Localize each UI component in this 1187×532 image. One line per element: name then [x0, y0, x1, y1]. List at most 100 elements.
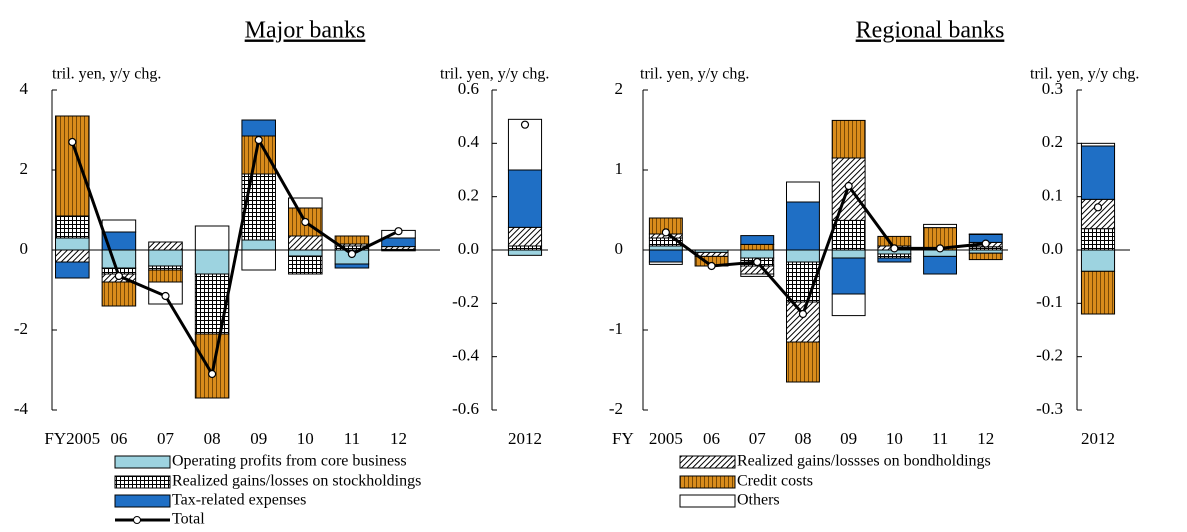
x-tick-label: 08	[204, 429, 221, 448]
total-point	[661, 228, 670, 237]
bar-segment	[507, 226, 543, 247]
bar-segment	[648, 249, 683, 263]
y-tick-label: 0.2	[458, 186, 479, 205]
y-tick-label: -0.6	[452, 399, 479, 418]
y-tick-label: 0.0	[1042, 239, 1063, 258]
bar-segment	[1080, 228, 1116, 251]
bar-segment	[55, 249, 90, 263]
y-tick-label: 0.1	[1042, 186, 1063, 205]
legend-item: Tax-related expenses	[114, 492, 306, 509]
bar-segment	[740, 235, 775, 245]
bar-segment	[194, 249, 230, 275]
total-point	[798, 309, 808, 319]
total-point	[707, 261, 716, 271]
legend-swatch	[679, 455, 736, 469]
bar-segment	[785, 249, 820, 263]
y-tick-label: 0	[20, 239, 29, 258]
total-point	[1093, 203, 1103, 212]
y-tick-label: 2	[20, 159, 29, 178]
bar-segment	[101, 219, 137, 233]
bar-segment	[831, 293, 866, 317]
legend-label: Realized gains/losses on stockholdings	[172, 473, 421, 490]
bar-segment	[55, 261, 90, 279]
y-tick-label: -2	[609, 399, 623, 418]
legend-item: Realized gains/lossses on bondholdings	[679, 453, 991, 470]
bar-segment	[831, 257, 866, 295]
total-line	[70, 135, 400, 379]
legend-item: Others	[679, 492, 780, 509]
y-tick-label: -0.4	[452, 346, 479, 365]
y-tick-label: 0.6	[458, 79, 479, 98]
bar-segment	[101, 281, 137, 307]
y-tick-label: -1	[609, 319, 623, 338]
legend-label: Credit costs	[737, 473, 813, 490]
total-point	[394, 227, 403, 236]
y-tick-label: -0.1	[1036, 292, 1063, 311]
x-tick-label: 09	[840, 429, 857, 448]
total-line	[664, 182, 986, 317]
x-tick-label: 10	[886, 429, 903, 448]
bar-segment	[507, 169, 543, 228]
bar-segment	[877, 257, 912, 263]
x-tick-label: 2005	[649, 429, 683, 448]
y-tick-label: 4	[20, 79, 29, 98]
bar-segment	[648, 261, 683, 265]
bar-segment	[148, 265, 183, 271]
bar-segment	[1080, 249, 1116, 272]
x-tick-label: 2012	[1081, 429, 1115, 448]
y-tick-label: 2	[615, 79, 624, 98]
x-tick-label: 09	[250, 429, 267, 448]
chart-title: Regional banks	[856, 18, 1005, 44]
y-tick-label: 1	[615, 159, 624, 178]
bar-segment	[831, 119, 866, 159]
legend-label: Tax-related expenses	[172, 492, 306, 509]
legend-swatch	[679, 475, 736, 489]
bar-segment	[241, 239, 276, 251]
y-axis-label: tril. yen, y/y chg.	[1030, 66, 1139, 83]
bar-segment	[288, 197, 323, 209]
y-tick-label: -0.3	[1036, 399, 1063, 418]
legend-item: Credit costs	[679, 473, 813, 490]
y-tick-label: 0	[615, 239, 624, 258]
bar-segment	[831, 219, 866, 251]
y-axis-label: tril. yen, y/y chg.	[640, 66, 749, 83]
total-point	[254, 135, 263, 145]
total-point	[301, 217, 310, 227]
total-point	[520, 120, 530, 129]
bar-segment	[241, 119, 276, 137]
x-tick-label: 06	[110, 429, 127, 448]
total-point	[208, 369, 217, 379]
y-axis-label: tril. yen, y/y chg.	[52, 66, 161, 83]
bar-segment	[877, 253, 912, 259]
total-point	[844, 181, 853, 191]
bar-segment	[334, 235, 370, 245]
bar-segment	[507, 245, 543, 251]
x-tick-label: 10	[297, 429, 314, 448]
x-tick-label: 06	[703, 429, 720, 448]
bar-segment	[785, 301, 820, 343]
legend-swatch	[114, 455, 171, 469]
total-point	[347, 249, 356, 259]
bar-segment	[194, 273, 230, 335]
bar-segment	[148, 241, 183, 251]
legend-label: Operating profits from core business	[172, 453, 407, 470]
legend-swatch	[679, 494, 736, 508]
bar-segment	[288, 235, 323, 251]
bar-segment	[148, 249, 183, 267]
bar-segment	[381, 237, 416, 248]
y-tick-label: -0.2	[452, 292, 479, 311]
bar-segment	[241, 249, 276, 271]
bar-segment	[55, 115, 90, 217]
bar-segment	[785, 181, 820, 203]
legend-swatch	[114, 475, 171, 489]
bar-segment	[55, 215, 90, 239]
legend-swatch	[133, 516, 141, 524]
bar-segment	[1080, 142, 1116, 147]
bar-segment	[648, 245, 683, 251]
total-point	[981, 239, 990, 248]
x-axis-label: FY	[612, 429, 634, 448]
bar-segment	[288, 249, 323, 257]
total-point	[890, 244, 899, 253]
y-tick-label: 0.2	[1042, 132, 1063, 151]
total-point	[753, 257, 762, 267]
